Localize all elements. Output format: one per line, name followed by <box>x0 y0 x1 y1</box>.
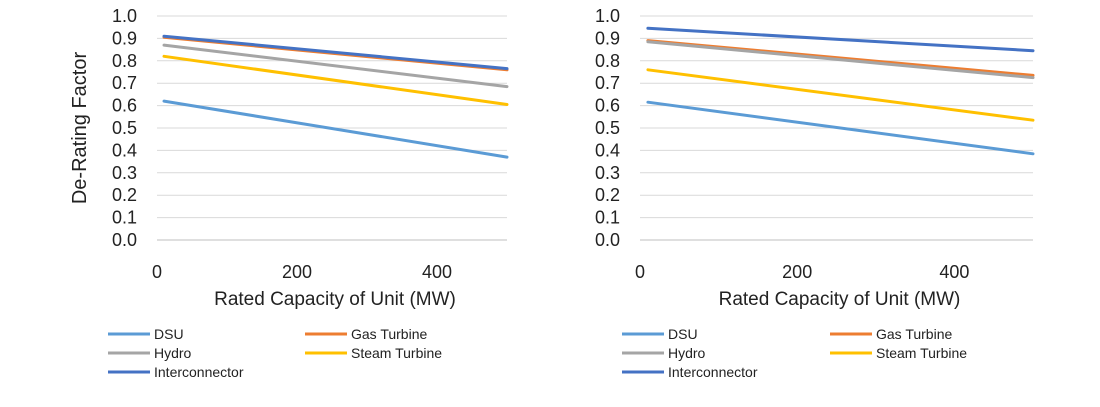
legend-entry: DSU <box>154 326 184 342</box>
legend-entry: Gas Turbine <box>876 326 952 342</box>
y-axis-label: De-Rating Factor <box>69 52 91 205</box>
y-tick-label: 0.4 <box>595 140 620 160</box>
y-tick-label: 0.1 <box>112 208 137 228</box>
y-tick-label: 0.1 <box>595 208 620 228</box>
x-tick-label: 400 <box>422 262 452 282</box>
legend-entry: Hydro <box>668 345 706 361</box>
y-tick-label: 0.5 <box>112 118 137 138</box>
series-line-hydro <box>646 40 1035 80</box>
y-tick-label: 0.9 <box>112 28 137 48</box>
y-tick-label: 0.3 <box>595 163 620 183</box>
y-tick-label: 0.6 <box>112 96 137 116</box>
chart-1: 0.00.1 0.20.3 0.40.50.6 0.70.8 0.91.0 0 200 400… <box>69 6 509 380</box>
y-tick-label: 0.2 <box>112 185 137 205</box>
series-line-hydro <box>162 43 509 89</box>
y-tick-label: 1.0 <box>112 6 137 26</box>
y-tick-label: 0.8 <box>595 51 620 71</box>
series-line-steam-turbine <box>646 68 1035 122</box>
legend: DSU Gas Turbine Hydro Steam Turbine Intercon… <box>622 326 967 380</box>
y-tick-label: 0.0 <box>112 230 137 250</box>
legend-entry: Steam Turbine <box>876 345 967 361</box>
y-tick-label: 0.7 <box>595 73 620 93</box>
series-line-interconnector <box>162 34 509 71</box>
y-tick-label: 0.6 <box>595 96 620 116</box>
series-line-dsu <box>646 100 1035 156</box>
y-tick-label: 0.0 <box>595 230 620 250</box>
legend: DSU Gas Turbine Hydro Steam Turbine Intercon… <box>108 326 442 380</box>
y-tick-label: 0.4 <box>112 140 137 160</box>
y-tick-label: 0.2 <box>595 185 620 205</box>
series-line-dsu <box>162 99 509 159</box>
x-tick-label: 400 <box>939 262 969 282</box>
y-tick-label: 0.3 <box>112 163 137 183</box>
x-tick-label: 0 <box>152 262 162 282</box>
x-tick-label: 0 <box>635 262 645 282</box>
y-tick-label: 0.7 <box>112 73 137 93</box>
legend-entry: Interconnector <box>154 364 244 380</box>
x-tick-label: 200 <box>782 262 812 282</box>
legend-entry: Gas Turbine <box>351 326 427 342</box>
y-tick-label: 0.8 <box>112 51 137 71</box>
series-line-interconnector <box>646 26 1035 53</box>
legend-entry: Interconnector <box>668 364 758 380</box>
y-tick-label: 0.5 <box>595 118 620 138</box>
chart-2: 0.00.1 0.20.3 0.40.50.6 0.70.8 0.91.0 0 200 400… <box>595 6 1035 380</box>
x-tick-label: 200 <box>282 262 312 282</box>
legend-entry: Steam Turbine <box>351 345 442 361</box>
legend-entry: DSU <box>668 326 698 342</box>
y-tick-label: 1.0 <box>595 6 620 26</box>
x-axis-label: Rated Capacity of Unit (MW) <box>214 289 456 310</box>
y-tick-label: 0.9 <box>595 28 620 48</box>
series-line-steam-turbine <box>162 54 509 106</box>
x-axis-label: Rated Capacity of Unit (MW) <box>719 289 961 310</box>
legend-entry: Hydro <box>154 345 192 361</box>
